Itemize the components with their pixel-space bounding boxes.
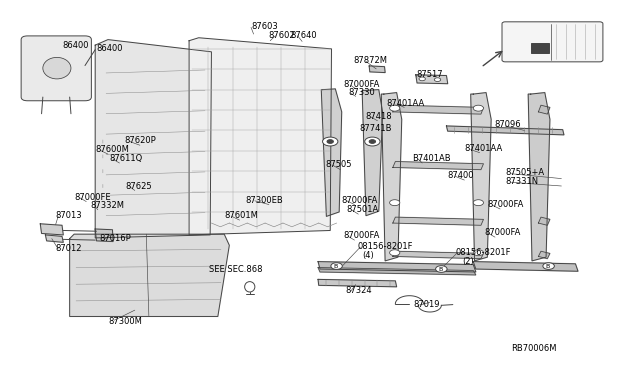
Text: 87000FE: 87000FE xyxy=(75,193,111,202)
Circle shape xyxy=(543,263,554,269)
Text: 87602: 87602 xyxy=(268,31,295,40)
Text: 87000FA: 87000FA xyxy=(344,231,380,240)
Text: (4): (4) xyxy=(362,251,374,260)
Text: B: B xyxy=(545,263,550,269)
Polygon shape xyxy=(40,224,63,235)
Polygon shape xyxy=(538,105,550,114)
Polygon shape xyxy=(189,38,332,235)
Polygon shape xyxy=(369,66,385,73)
Text: 87620P: 87620P xyxy=(125,136,156,145)
Text: B: B xyxy=(333,263,338,269)
Polygon shape xyxy=(362,90,383,216)
Polygon shape xyxy=(393,161,483,170)
Text: 87418: 87418 xyxy=(365,112,392,121)
Text: 87000FA: 87000FA xyxy=(341,196,378,205)
Text: B: B xyxy=(438,266,442,272)
Circle shape xyxy=(473,200,483,206)
Text: 87401AA: 87401AA xyxy=(387,99,425,108)
Ellipse shape xyxy=(43,57,71,79)
Circle shape xyxy=(323,137,338,146)
Text: 87603: 87603 xyxy=(251,22,278,31)
Ellipse shape xyxy=(244,282,255,292)
Text: 87012: 87012 xyxy=(55,244,81,253)
Text: 87501A: 87501A xyxy=(346,205,378,214)
Circle shape xyxy=(369,140,376,143)
Circle shape xyxy=(331,263,342,269)
FancyBboxPatch shape xyxy=(21,36,92,101)
Text: 87611Q: 87611Q xyxy=(109,154,143,163)
Text: 87000FA: 87000FA xyxy=(344,80,380,89)
Polygon shape xyxy=(393,217,483,225)
Polygon shape xyxy=(470,93,491,261)
Text: 87000FA: 87000FA xyxy=(484,228,521,237)
Polygon shape xyxy=(95,229,113,241)
Polygon shape xyxy=(393,105,483,114)
Text: 86400: 86400 xyxy=(97,44,123,53)
Polygon shape xyxy=(381,93,402,261)
Text: 87019: 87019 xyxy=(413,300,440,309)
Text: B7401AB: B7401AB xyxy=(412,154,451,163)
Polygon shape xyxy=(447,126,564,135)
Text: 86400: 86400 xyxy=(62,41,88,51)
Text: 87517: 87517 xyxy=(417,70,443,79)
Circle shape xyxy=(365,137,380,146)
Text: RB70006M: RB70006M xyxy=(511,344,557,353)
Text: 87300EB: 87300EB xyxy=(245,196,283,205)
Polygon shape xyxy=(45,235,63,242)
Bar xyxy=(531,43,548,53)
Circle shape xyxy=(473,250,483,256)
Text: 87505: 87505 xyxy=(325,160,351,169)
Text: 87400: 87400 xyxy=(448,171,474,180)
Circle shape xyxy=(327,140,333,143)
Polygon shape xyxy=(70,234,229,317)
Circle shape xyxy=(419,77,426,81)
Text: 08156-8201F: 08156-8201F xyxy=(357,242,413,251)
Polygon shape xyxy=(318,279,397,287)
Polygon shape xyxy=(393,251,483,259)
Polygon shape xyxy=(321,89,342,217)
Text: SEE SEC.868: SEE SEC.868 xyxy=(209,265,262,274)
FancyBboxPatch shape xyxy=(502,22,603,62)
Text: 87013: 87013 xyxy=(55,211,82,220)
Text: 87324: 87324 xyxy=(346,286,372,295)
Polygon shape xyxy=(528,93,550,261)
Polygon shape xyxy=(416,75,448,84)
Text: 87331N: 87331N xyxy=(505,177,538,186)
Polygon shape xyxy=(538,217,550,225)
Polygon shape xyxy=(318,267,476,275)
Text: 87000FA: 87000FA xyxy=(487,200,524,209)
Text: 87332M: 87332M xyxy=(90,201,124,210)
Polygon shape xyxy=(95,39,211,238)
Text: 87401AA: 87401AA xyxy=(465,144,502,153)
Text: 87601M: 87601M xyxy=(225,211,259,220)
Text: 87872M: 87872M xyxy=(354,56,388,65)
Text: 87096: 87096 xyxy=(494,121,521,129)
Circle shape xyxy=(473,105,483,111)
Circle shape xyxy=(390,250,400,256)
Text: (2): (2) xyxy=(462,257,474,266)
Circle shape xyxy=(435,78,441,81)
Text: 08156-8201F: 08156-8201F xyxy=(456,248,511,257)
Text: 87600M: 87600M xyxy=(95,145,129,154)
Circle shape xyxy=(436,266,447,272)
Text: 87016P: 87016P xyxy=(100,234,131,243)
Circle shape xyxy=(390,105,400,111)
Text: 87505+A: 87505+A xyxy=(505,168,545,177)
Polygon shape xyxy=(473,262,578,271)
Text: 87640: 87640 xyxy=(291,31,317,40)
Polygon shape xyxy=(538,251,550,259)
Polygon shape xyxy=(318,262,476,272)
Circle shape xyxy=(390,200,400,206)
Text: 87330: 87330 xyxy=(348,88,375,97)
Text: 87300M: 87300M xyxy=(108,317,142,326)
Text: 87741B: 87741B xyxy=(360,124,392,133)
Text: 87625: 87625 xyxy=(126,182,152,190)
